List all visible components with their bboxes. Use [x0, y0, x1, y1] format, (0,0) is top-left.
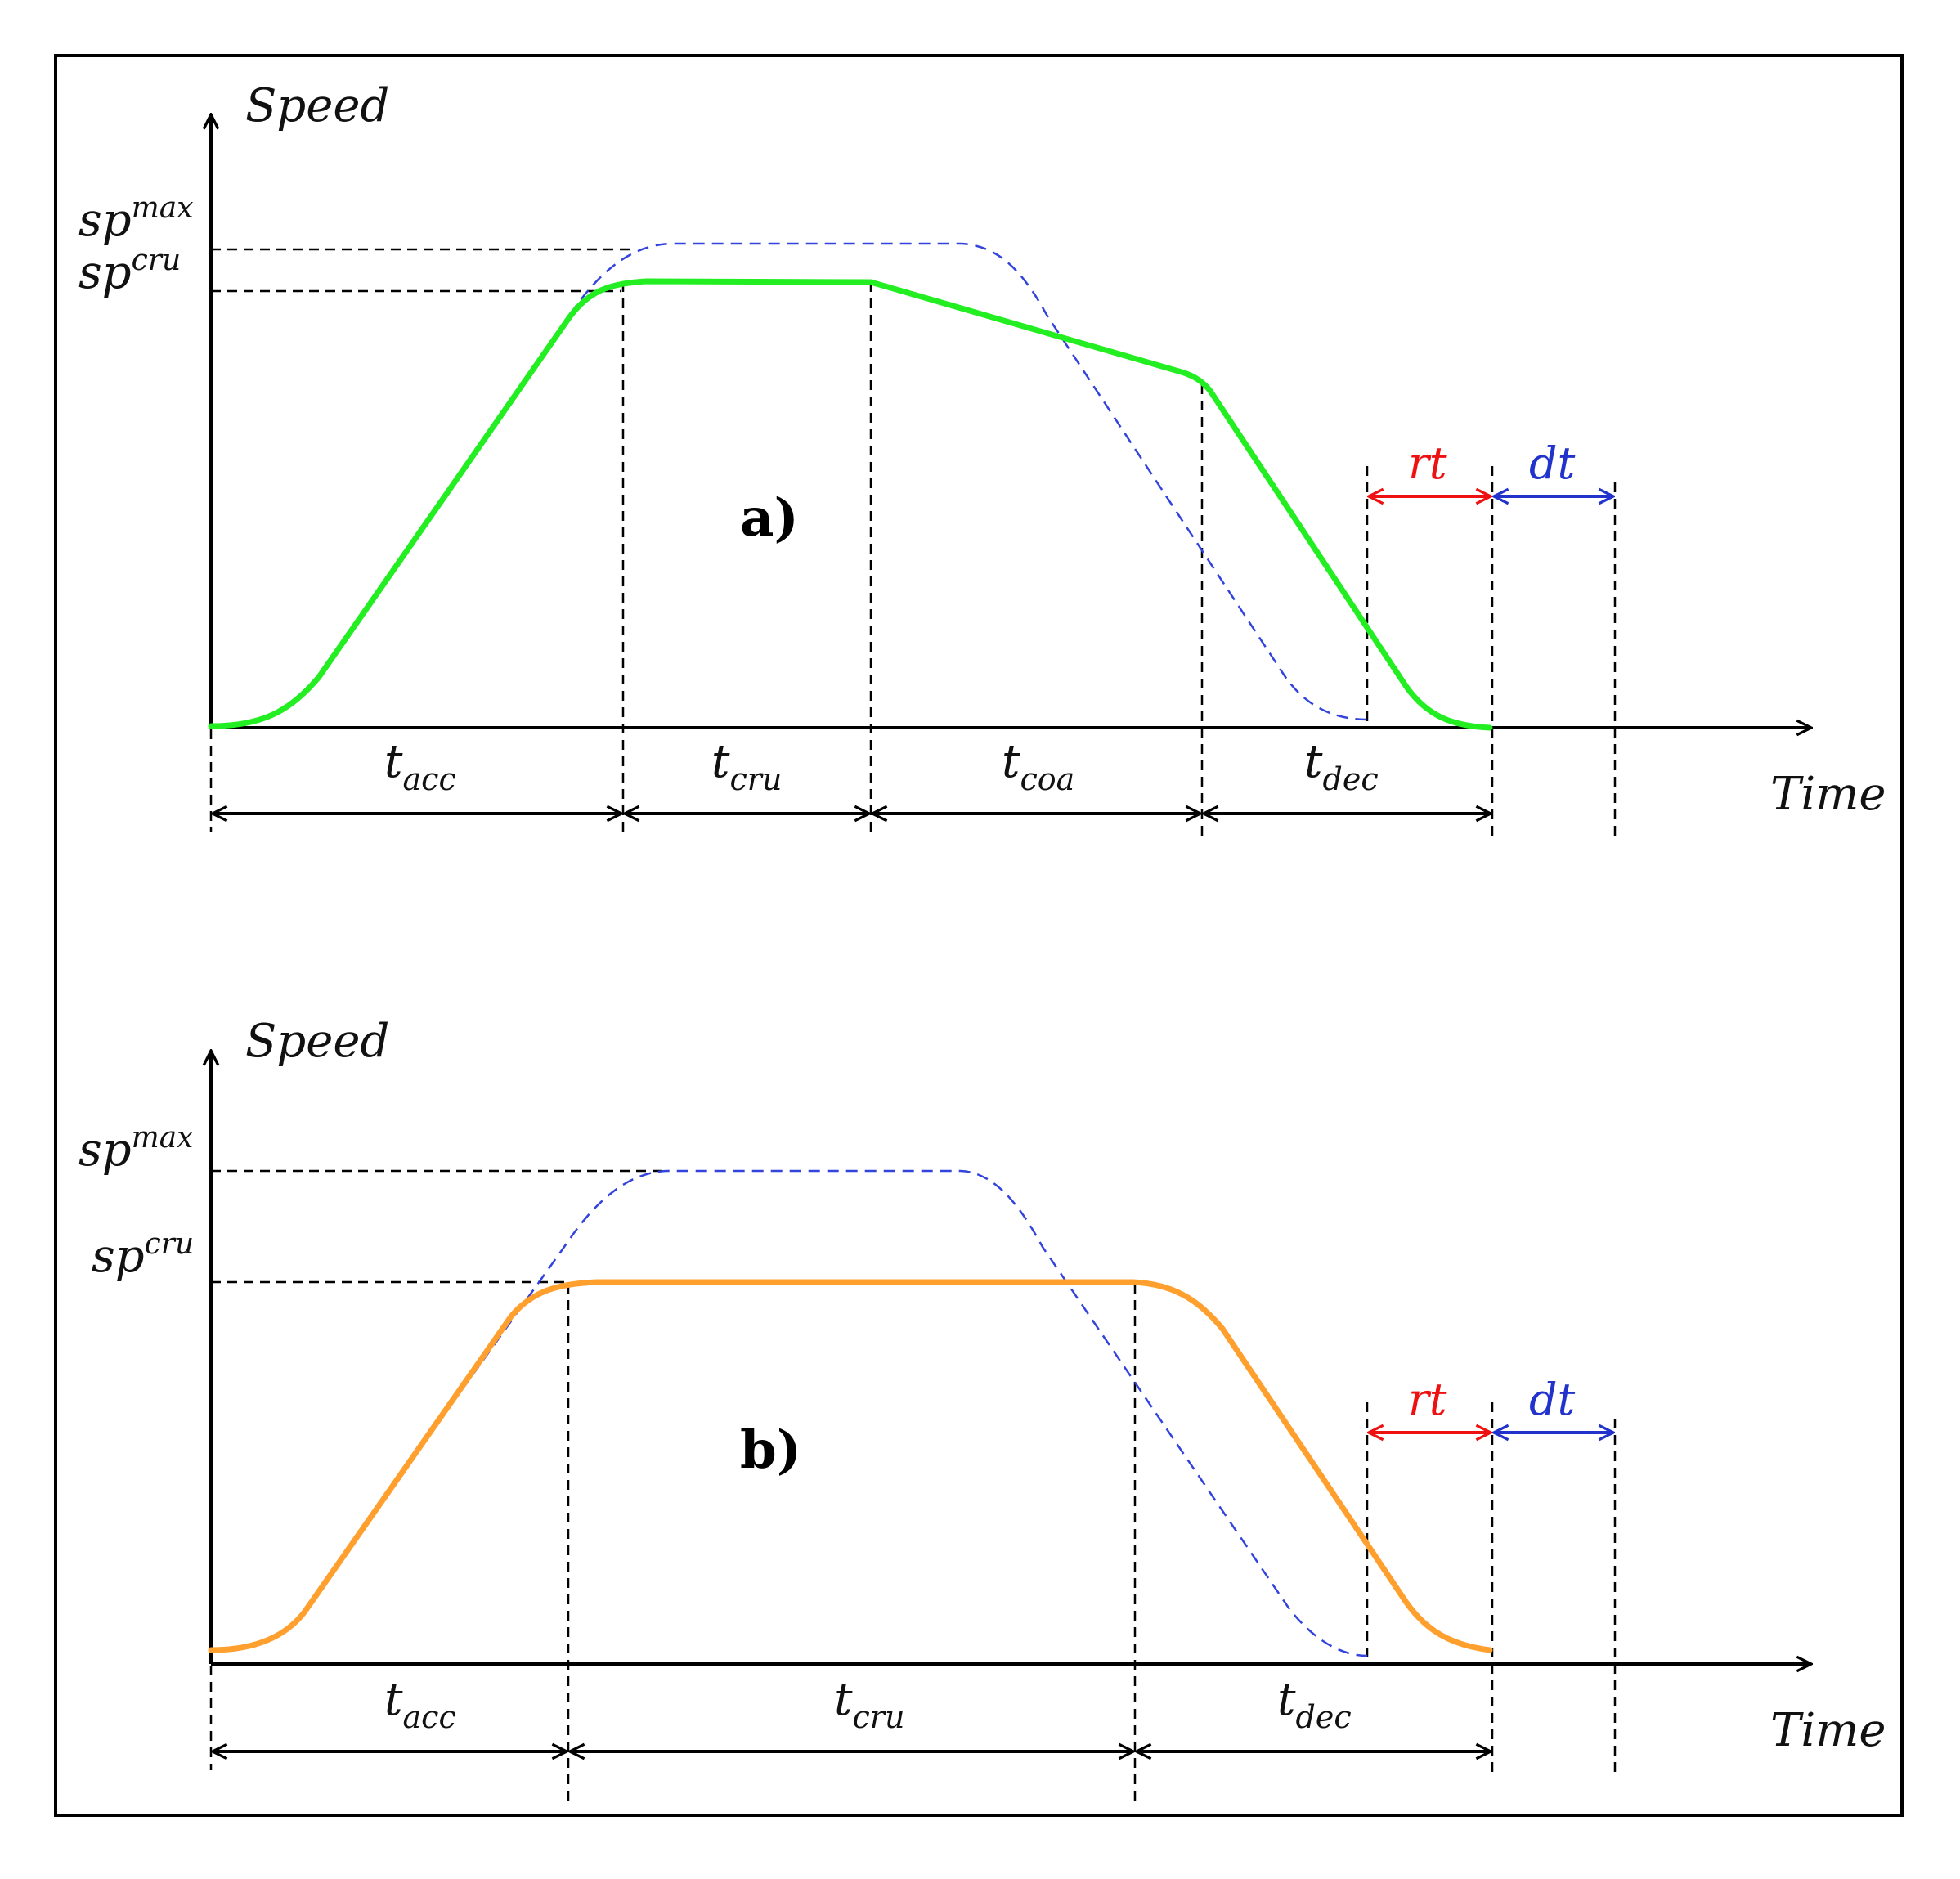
- panel-b-tacc-label: tacc: [384, 1673, 456, 1735]
- panel-a: Speed Time spmax spcru a) tacc tcru tcoa…: [78, 79, 1886, 838]
- panel-b: Speed Time spmax spcru b) tacc tcru tdec…: [78, 1015, 1886, 1803]
- panel-b-spmax-label: spmax: [78, 1121, 194, 1177]
- panel-a-tacc-label: tacc: [384, 735, 456, 797]
- panel-a-dt-label: dt: [1529, 437, 1576, 489]
- panel-b-tdec-label: tdec: [1277, 1673, 1352, 1735]
- panel-a-tag: a): [740, 487, 799, 549]
- panel-a-rt-label: rt: [1408, 437, 1447, 489]
- panel-a-y-axis-label: Speed: [245, 79, 389, 132]
- panel-a-spmax-label: spmax: [78, 191, 194, 247]
- panel-b-reference-curve: [210, 1169, 1368, 1657]
- panel-b-y-axis-label: Speed: [245, 1015, 389, 1068]
- panel-a-spcru-label: spcru: [78, 244, 181, 299]
- panel-b-dt-label: dt: [1529, 1374, 1576, 1425]
- panel-a-tcru-label: tcru: [711, 735, 782, 797]
- panel-a-tdec-label: tdec: [1304, 735, 1379, 797]
- panel-a-tcoa-label: tcoa: [1002, 735, 1074, 797]
- panel-b-spcru-label: spcru: [92, 1227, 194, 1283]
- panel-b-rt-label: rt: [1408, 1374, 1447, 1425]
- panel-b-x-axis-label: Time: [1770, 1704, 1886, 1757]
- panel-a-reference-curve: [210, 242, 1368, 729]
- panel-b-tag: b): [740, 1419, 801, 1481]
- panel-b-speed-curve: [208, 1279, 1493, 1653]
- panel-a-speed-curve: [208, 278, 1493, 731]
- panel-b-tcru-label: tcru: [834, 1673, 904, 1735]
- figure-frame: [54, 54, 1904, 1817]
- panel-a-x-axis-label: Time: [1770, 768, 1886, 821]
